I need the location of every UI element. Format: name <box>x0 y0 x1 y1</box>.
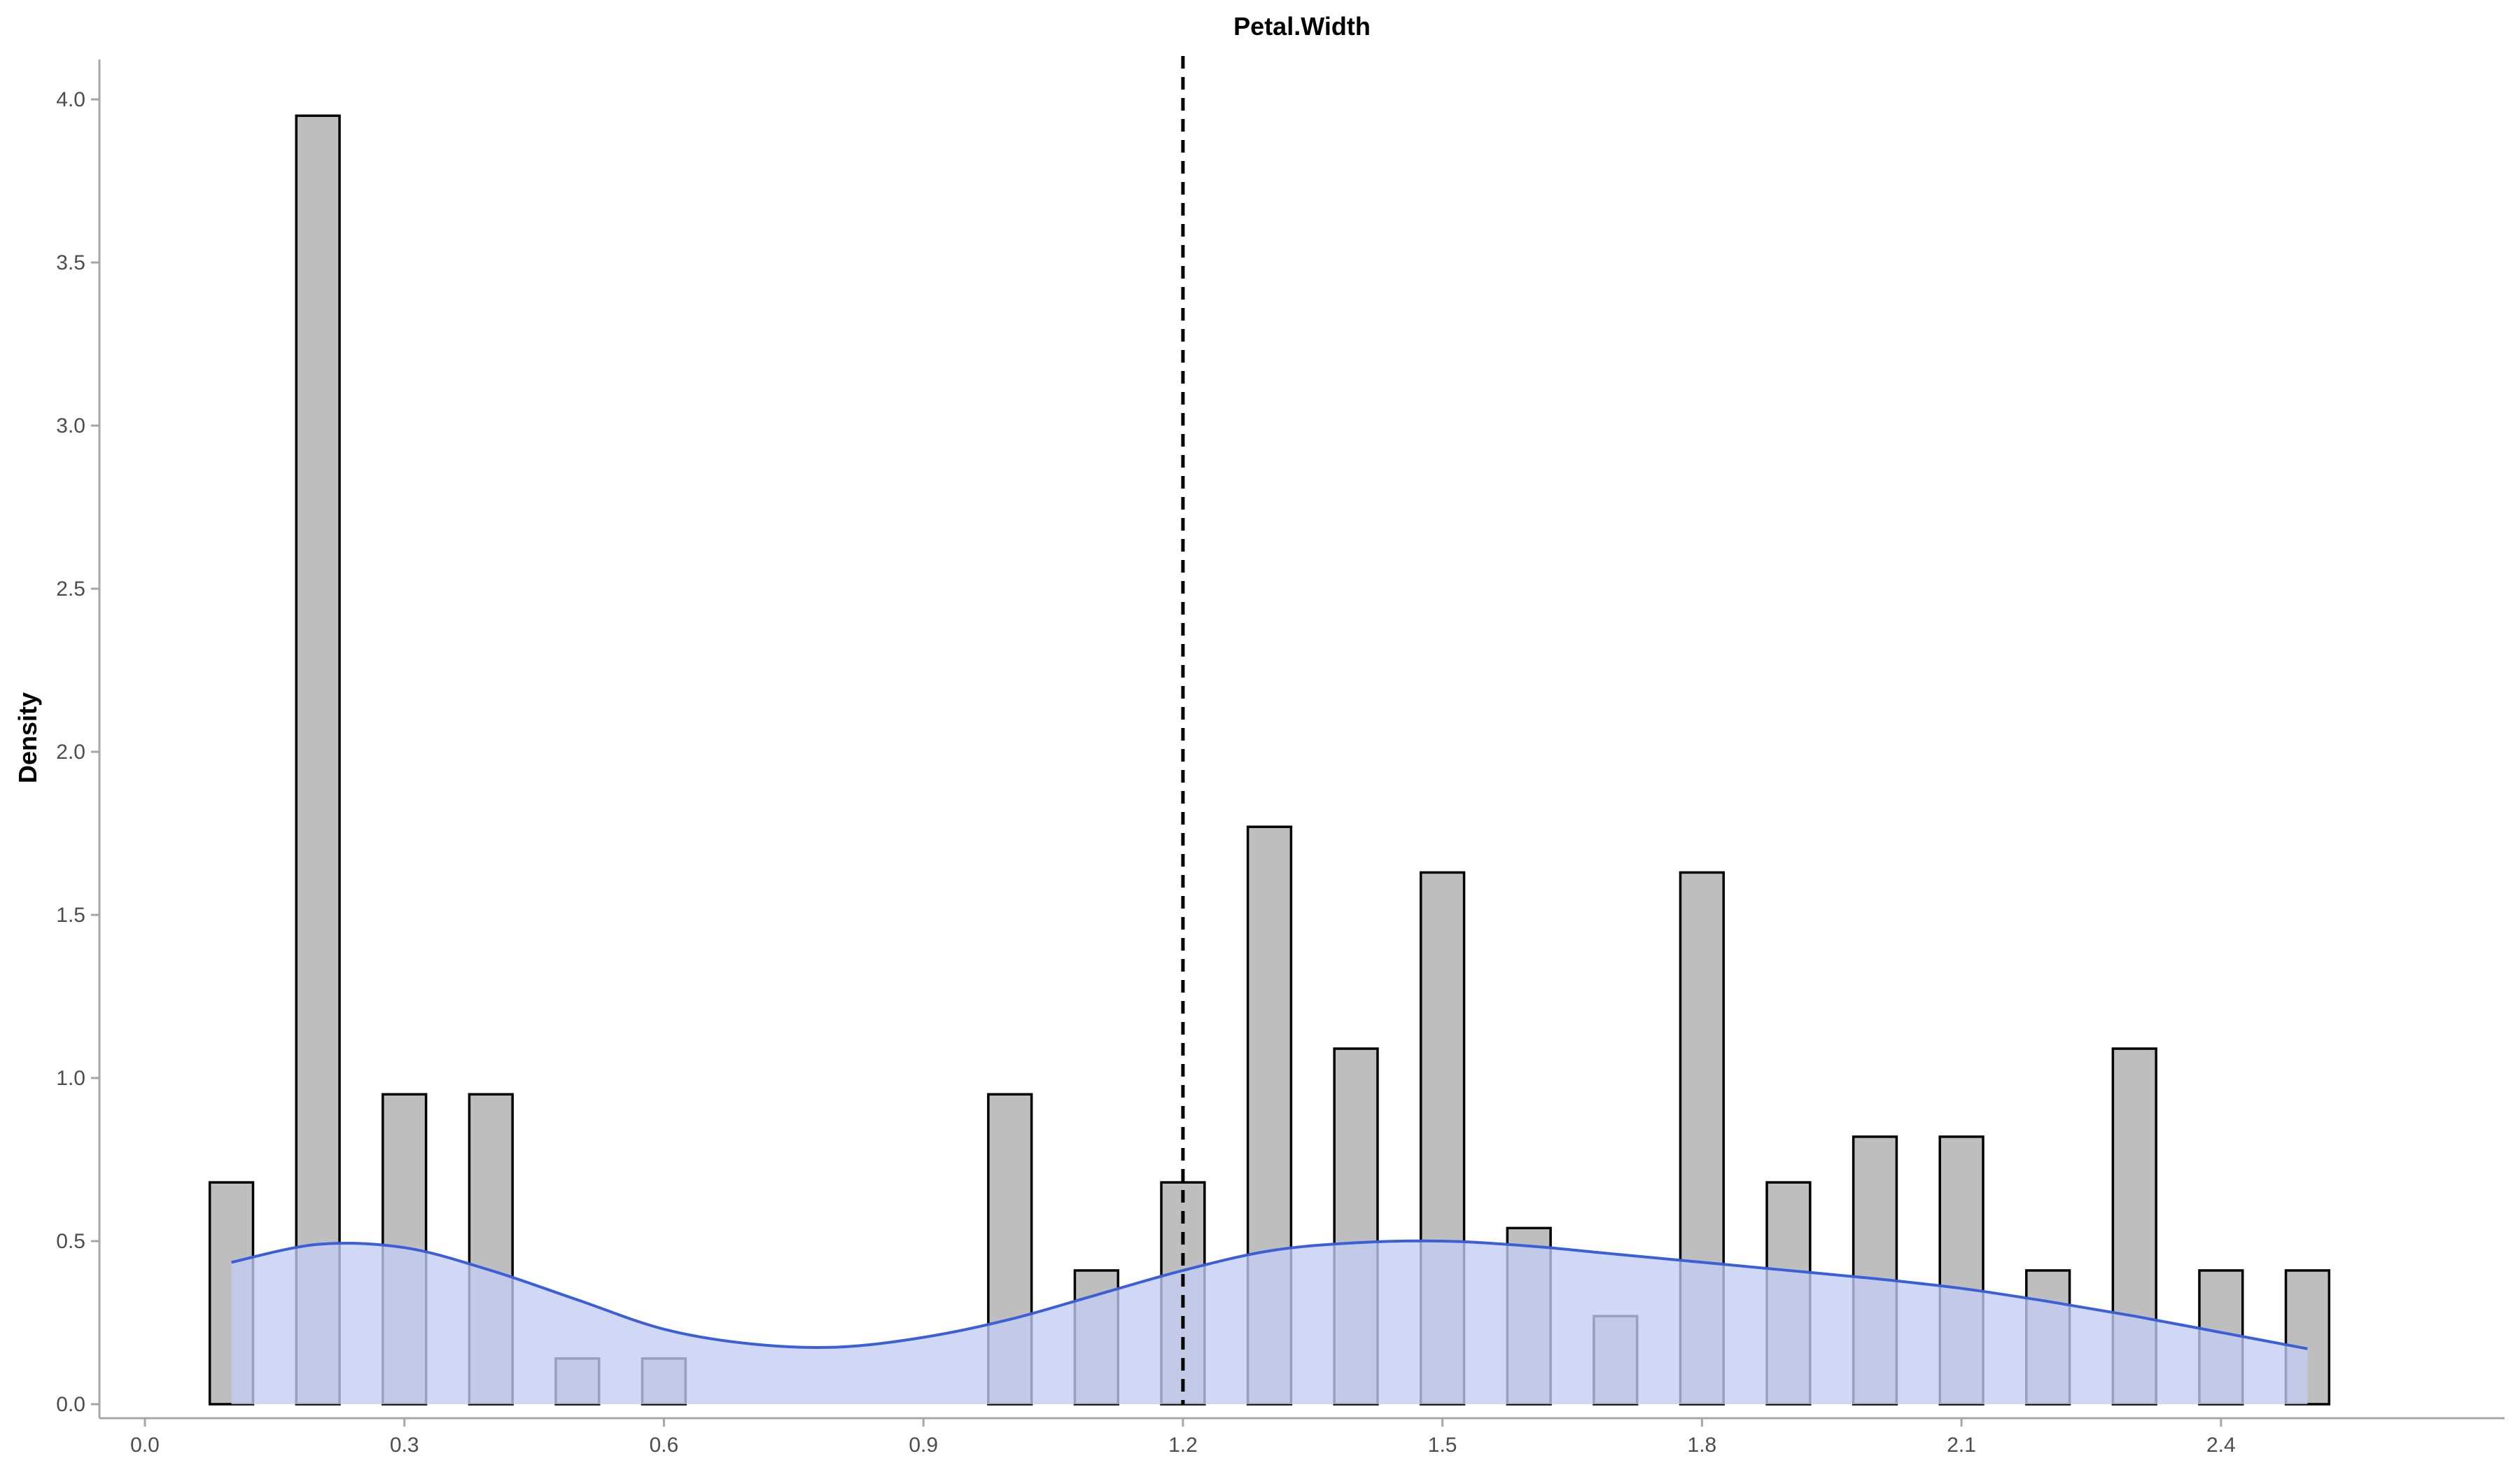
y-tick-label-0: 0.0 <box>56 1393 85 1416</box>
x-tick-label-4: 1.2 <box>1168 1434 1198 1457</box>
x-tick-label-5: 1.5 <box>1428 1434 1457 1457</box>
x-tick-label-1: 0.3 <box>390 1434 419 1457</box>
x-tick-label-3: 0.9 <box>909 1434 938 1457</box>
y-tick-label-4: 2.0 <box>56 741 85 764</box>
x-tick-label-2: 0.6 <box>650 1434 679 1457</box>
y-tick-label-2: 1.0 <box>56 1067 85 1090</box>
y-tick-label-3: 1.5 <box>56 904 85 927</box>
density-line <box>231 1239 2308 1350</box>
y-axis-title: Density <box>13 692 42 783</box>
histogram-bar-1 <box>295 114 341 1406</box>
y-tick-label-1: 0.5 <box>56 1230 85 1253</box>
x-tick-label-6: 1.8 <box>1688 1434 1717 1457</box>
x-tick-label-7: 2.1 <box>1947 1434 1976 1457</box>
bars-layer <box>208 114 2331 1406</box>
y-tick-label-7: 3.5 <box>56 251 85 274</box>
density-area <box>231 1240 2308 1404</box>
x-tick-label-8: 2.4 <box>2206 1434 2236 1457</box>
axes-layer: 0.0 0.3 0.6 0.9 1.2 1.5 1.8 2.1 2.4 0.0 0.5 1.0 1.5 2… <box>56 59 2505 1457</box>
y-tick-label-6: 3.0 <box>56 414 85 438</box>
density-layer <box>231 1239 2308 1404</box>
x-tick-label-0: 0.0 <box>130 1434 160 1457</box>
y-tick-label-5: 2.5 <box>56 578 85 601</box>
y-tick-label-8: 4.0 <box>56 88 85 111</box>
chart-title: Petal.Width <box>1233 12 1371 41</box>
